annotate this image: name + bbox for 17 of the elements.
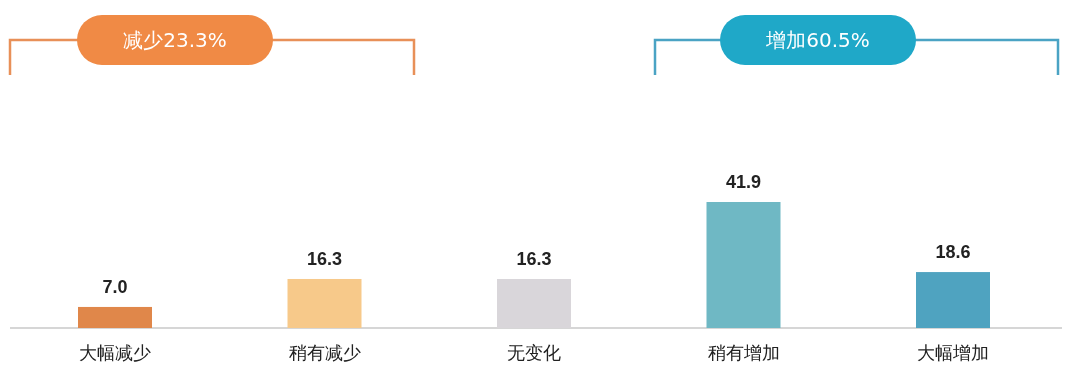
x-tick-label: 稍有增加: [707, 342, 780, 363]
text: 增加60.5%: [765, 28, 870, 52]
text: 减少23.3%: [123, 28, 227, 52]
bar: [706, 202, 781, 328]
x-tick-label: 大幅减少: [79, 342, 151, 363]
x-tick-label: 无变化: [507, 342, 561, 363]
x-tick-label: 稍有减少: [288, 342, 361, 363]
bar: [497, 278, 571, 328]
x-tick-label: 大幅增加: [917, 342, 989, 363]
data-label: 7.0: [102, 276, 128, 297]
data-label: 18.6: [935, 242, 971, 263]
data-label: 16.3: [306, 248, 343, 269]
bar: [78, 306, 152, 328]
bar: [287, 278, 362, 328]
data-label: 41.9: [725, 172, 762, 192]
data-label: 16.3: [516, 248, 552, 269]
bar: [916, 272, 990, 328]
